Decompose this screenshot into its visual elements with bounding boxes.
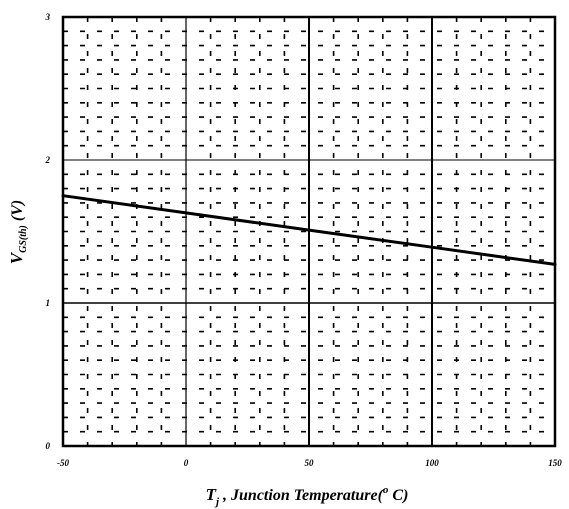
series-line-1 bbox=[61, 194, 557, 266]
y-axis-title-sub: GS(th) bbox=[18, 225, 29, 253]
x-axis-title-sub: j bbox=[214, 496, 220, 508]
x-axis-title: Tj , Junction Temperature(o C) bbox=[206, 484, 409, 508]
y-tick-label: 0 bbox=[46, 441, 51, 451]
x-tick-label: 150 bbox=[548, 458, 562, 468]
plot-frame bbox=[61, 15, 557, 448]
y-axis-title-main: V bbox=[7, 251, 26, 264]
y-tick-labels: 0 1 2 3 bbox=[45, 12, 51, 451]
y-tick-label: 1 bbox=[46, 298, 51, 308]
x-tick-label: 0 bbox=[184, 458, 189, 468]
x-tick-label: -50 bbox=[57, 458, 69, 468]
x-tick-labels: -50 0 50 100 150 bbox=[57, 458, 562, 468]
minor-grid bbox=[63, 17, 555, 446]
x-axis-title-sup: o bbox=[383, 484, 389, 496]
y-axis-title: VGS(th) (V) bbox=[7, 200, 29, 264]
x-tick-label: 100 bbox=[425, 458, 439, 468]
series-layer bbox=[61, 194, 557, 266]
x-tick-label: 50 bbox=[305, 458, 315, 468]
x-axis-title-rest: , Junction Temperature( bbox=[219, 487, 385, 504]
y-tick-label: 3 bbox=[45, 12, 51, 22]
x-axis-title-end: C) bbox=[388, 487, 408, 504]
y-tick-label: 2 bbox=[45, 155, 51, 165]
x-axis-title-main: T bbox=[206, 485, 217, 504]
y-axis-title-unit: (V) bbox=[9, 200, 26, 225]
